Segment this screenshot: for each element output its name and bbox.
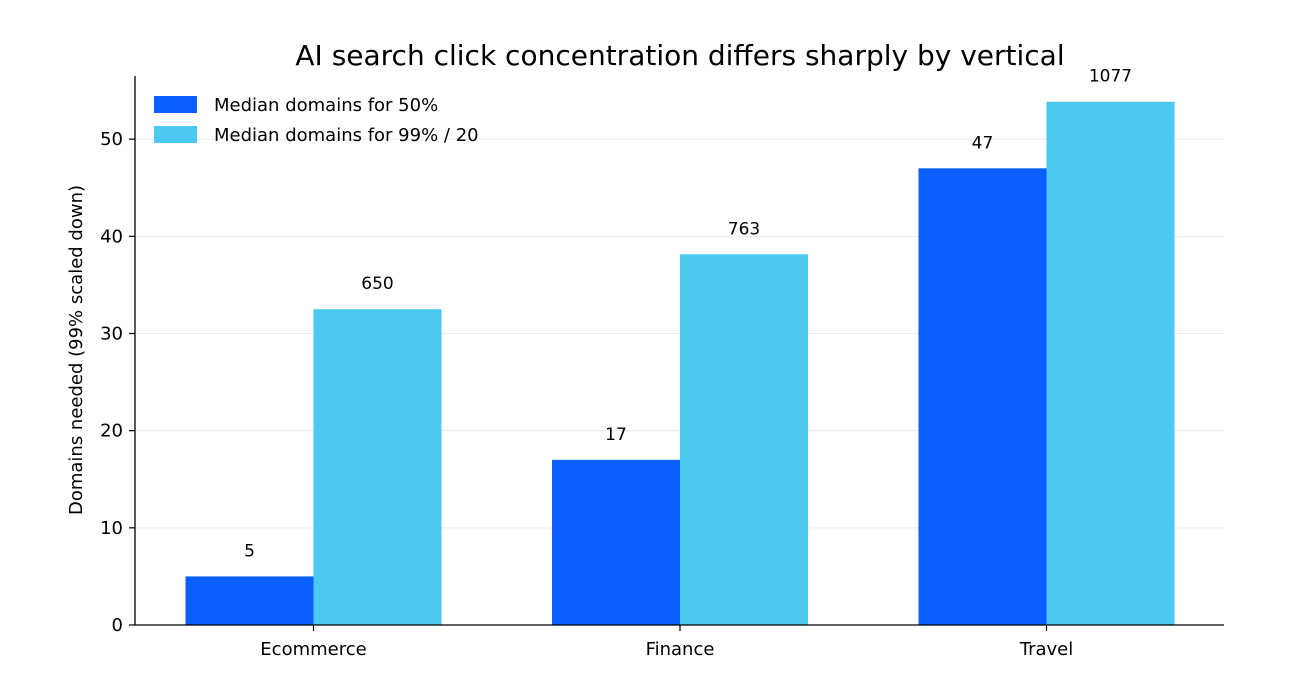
y-tick-label-20: 20	[100, 421, 123, 442]
bar-finance-series-1	[552, 459, 680, 625]
bar-travel-series-2	[1046, 101, 1175, 625]
bar-ecommerce-series-1	[185, 576, 314, 625]
data-label-ecommerce-series-2: 650	[361, 274, 393, 294]
chart-title: AI search click concentration differs sh…	[295, 39, 1064, 72]
data-label-finance-series-2: 763	[728, 219, 760, 239]
x-tick-label-travel: Travel	[1019, 639, 1074, 660]
x-tick-label-finance: Finance	[646, 639, 715, 660]
y-tick-label-50: 50	[100, 129, 123, 150]
y-tick-label-10: 10	[100, 518, 123, 539]
data-labels: 5 650 17 763 47 1077	[244, 67, 1132, 562]
bar-ecommerce-series-2	[313, 309, 442, 625]
y-tick-label-0: 0	[112, 615, 123, 636]
data-label-travel-series-2: 1077	[1089, 67, 1132, 87]
y-tick-label-40: 40	[100, 226, 123, 247]
x-ticks: Ecommerce Finance Travel	[260, 625, 1073, 660]
data-label-ecommerce-series-1: 5	[244, 541, 255, 561]
y-ticks: 0 10 20 30 40 50	[100, 129, 135, 636]
bars	[185, 101, 1175, 626]
x-tick-label-ecommerce: Ecommerce	[260, 639, 366, 660]
legend-label-1: Median domains for 50%	[214, 95, 438, 116]
y-tick-label-30: 30	[100, 323, 123, 344]
legend-swatch-2	[154, 126, 197, 143]
legend: Median domains for 50% Median domains for…	[154, 95, 479, 146]
bar-finance-series-2	[680, 254, 808, 626]
data-label-travel-series-1: 47	[972, 133, 994, 153]
legend-swatch-1	[154, 96, 197, 113]
bar-travel-series-1	[918, 168, 1047, 625]
data-label-finance-series-1: 17	[605, 425, 627, 445]
legend-label-2: Median domains for 99% / 20	[214, 125, 479, 146]
y-axis-label: Domains needed (99% scaled down)	[66, 185, 87, 515]
